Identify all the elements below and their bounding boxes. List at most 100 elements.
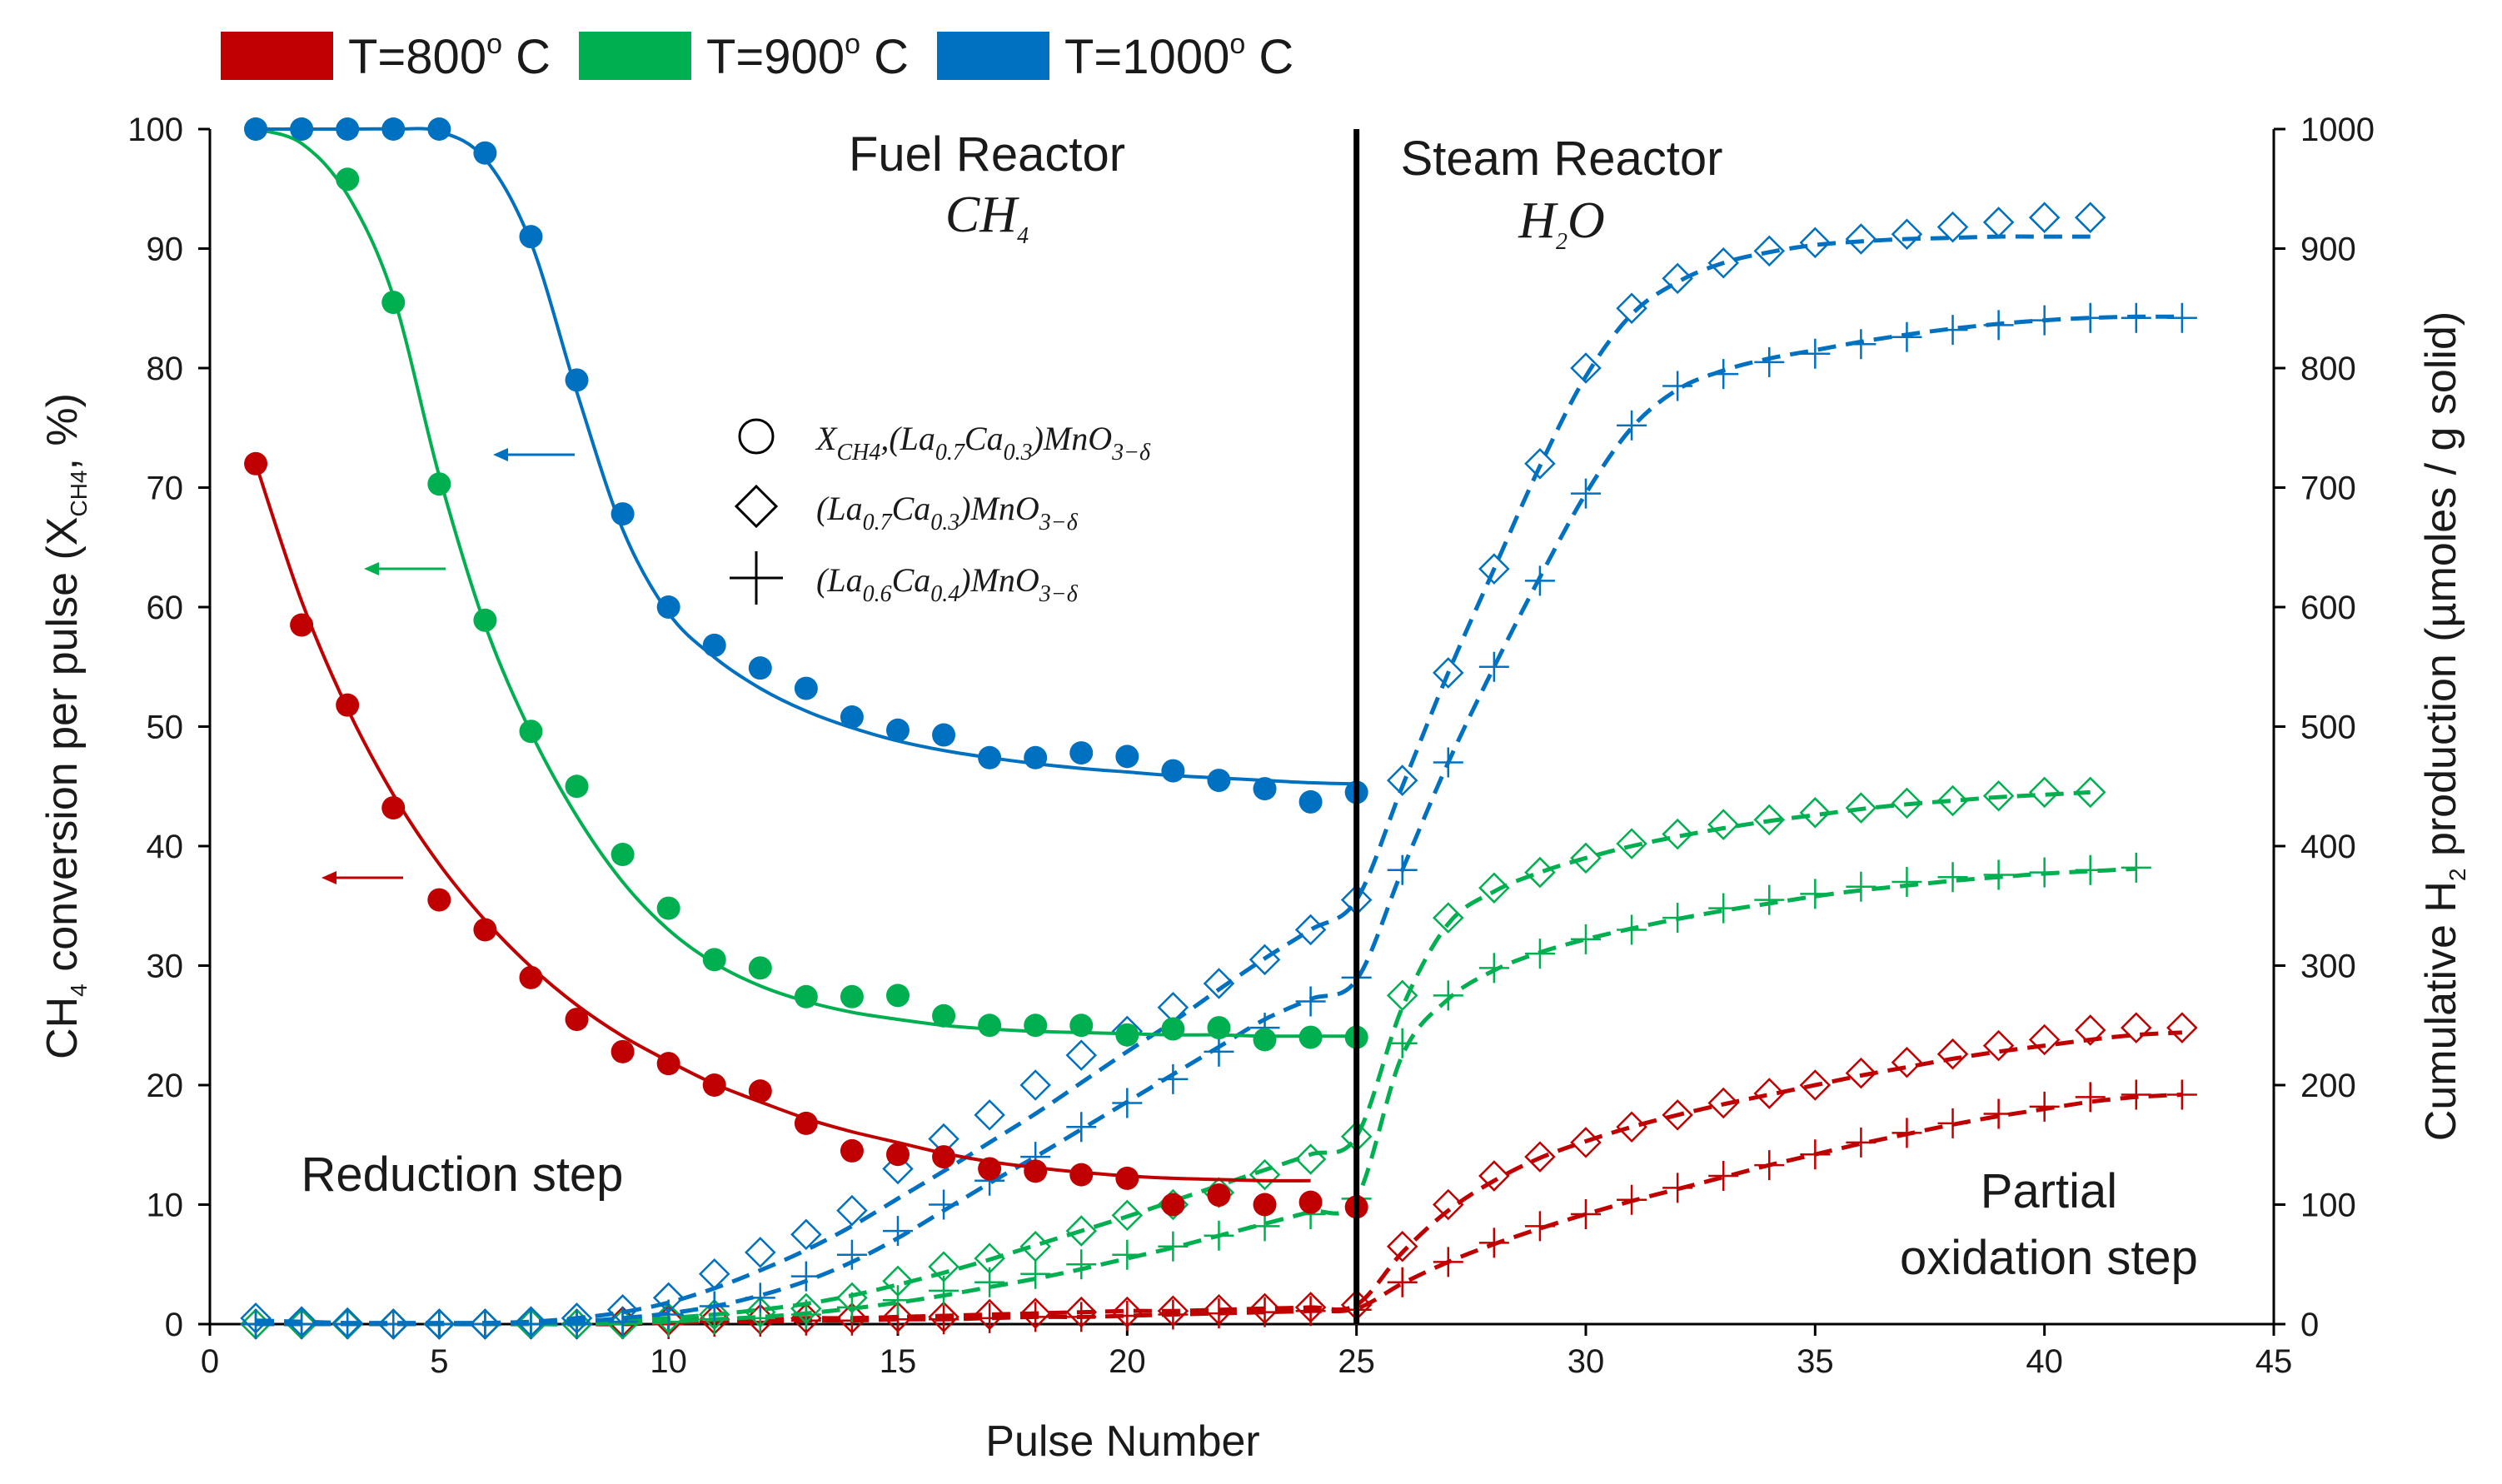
h2-diamond-marker	[2121, 1012, 2152, 1043]
y-right-tick-label: 500	[2300, 710, 2356, 746]
h2-diamond-marker	[882, 1153, 914, 1185]
h2-plus-marker	[1571, 1198, 1601, 1229]
h2-diamond-marker	[1845, 1057, 1877, 1089]
conversion-point	[1069, 1163, 1094, 1187]
h2-plus-marker	[974, 1302, 1005, 1333]
y-right-tick-label: 400	[2300, 829, 2356, 865]
conversion-series-1	[244, 117, 1368, 1052]
h2-plus-marker	[1662, 371, 1693, 401]
legend-label-800: T=800o C	[348, 28, 551, 84]
h2-plus-marker	[561, 1309, 592, 1339]
h2-plus-marker	[1846, 1127, 1876, 1158]
y-right-tick-label: 900	[2300, 232, 2356, 268]
h2-diamond-marker	[2074, 1014, 2106, 1046]
conversion-point	[565, 1008, 589, 1032]
x-axis-title: Pulse Number	[985, 1417, 1259, 1466]
h2-plus-marker	[1066, 1249, 1097, 1280]
marker-legend-text-2: (La0.7Ca0.3)MnO3−δ	[816, 490, 1079, 535]
h2-plus-marker	[1295, 986, 1326, 1017]
h2-plus-marker	[699, 1291, 730, 1322]
conversion-point	[473, 918, 497, 942]
h2-plus-marker	[1800, 1139, 1831, 1170]
conversion-point	[886, 1143, 910, 1167]
conversion-point	[840, 705, 864, 730]
h2-plus-marker	[1937, 862, 1968, 893]
conversion-point	[1207, 1183, 1231, 1208]
conversion-point	[1115, 1023, 1139, 1047]
legend-swatch-800	[221, 32, 333, 80]
conversion-point	[978, 1013, 1002, 1038]
h2-fit-line	[256, 866, 2136, 1327]
marker-legend-diamond	[734, 484, 779, 529]
fuel-reactor-label: Fuel Reactor	[849, 127, 1125, 182]
h2-plus-marker	[2029, 305, 2060, 336]
conversion-point	[794, 1111, 818, 1135]
h2-plus-marker	[2166, 1079, 2197, 1110]
conversion-point	[336, 117, 360, 141]
h2-diamond-marker	[1386, 764, 1418, 796]
conversion-point	[1207, 769, 1231, 793]
conversion-point	[473, 141, 497, 165]
h2-diamond-marker	[2028, 1023, 2061, 1056]
conversion-point	[1024, 1159, 1048, 1183]
conversion-point	[381, 117, 406, 141]
h2-plus-marker	[2121, 852, 2151, 883]
h2-plus-marker	[883, 1285, 913, 1316]
h2-plus-marker	[1754, 1150, 1785, 1181]
conversion-point	[611, 502, 635, 526]
h2-series-3	[241, 852, 2151, 1339]
h2-plus-marker	[1708, 1161, 1739, 1192]
legend-label-900: T=900o C	[706, 28, 909, 84]
h2-diamond-marker	[790, 1218, 822, 1251]
h2-plus-marker	[1846, 329, 1876, 360]
y-left-tick-label: 90	[147, 232, 184, 268]
legend: T=800o C T=900o C T=1000o C	[221, 28, 1293, 84]
h2-plus-marker	[2029, 1091, 2060, 1122]
h2-diamond-marker	[836, 1194, 868, 1227]
h2-plus-marker	[745, 1282, 775, 1313]
conversion-point	[978, 745, 1002, 769]
h2-plus-marker	[1937, 1108, 1968, 1138]
h2-plus-marker	[1571, 924, 1601, 954]
h2-plus-marker	[1891, 867, 1922, 898]
y-left-axis-title: CH4 conversion per pulse (XCH4, %)	[38, 393, 92, 1059]
h2-plus-marker	[883, 1216, 913, 1247]
conversion-point	[656, 595, 680, 619]
h2-diamond-marker	[1433, 902, 1464, 934]
conversion-point	[473, 608, 497, 632]
h2-plus-marker	[1020, 1258, 1051, 1289]
h2-plus-marker	[929, 1275, 959, 1306]
h2-plus-marker	[1662, 903, 1693, 934]
h2-diamond-marker	[1478, 553, 1510, 585]
conversion-point	[656, 1052, 680, 1076]
h2-plus-marker	[1524, 565, 1555, 596]
h2-plus-marker	[1249, 1297, 1280, 1327]
h2-plus-marker	[332, 1309, 363, 1339]
h2-plus-marker	[1204, 1036, 1234, 1067]
arrow-900-head	[364, 562, 379, 575]
h2-diamond-marker	[1707, 247, 1739, 279]
y-left-tick-label: 0	[165, 1307, 183, 1343]
conversion-point	[1298, 1190, 1323, 1214]
conversion-fit-line	[255, 127, 1357, 1038]
conversion-point	[1161, 1017, 1185, 1041]
arrows	[321, 448, 575, 884]
h2-plus-marker	[1891, 1118, 1922, 1148]
h2-plus-marker	[1478, 651, 1509, 682]
h2-diamond-marker	[1524, 856, 1556, 889]
h2-plus-marker	[1433, 1247, 1463, 1277]
conversion-point	[519, 965, 543, 989]
y-left-tick-label: 50	[147, 710, 184, 746]
h2-diamond-marker	[1662, 1099, 1693, 1131]
conversion-point	[244, 451, 268, 476]
h2-diamond-marker	[1616, 1111, 1647, 1143]
h2-plus-marker	[1387, 1267, 1418, 1297]
h2-diamond-marker	[1799, 797, 1832, 829]
h2-plus-marker	[1524, 939, 1555, 969]
h2-diamond-marker	[1019, 1069, 1051, 1101]
h2-diamond-marker	[1203, 968, 1235, 999]
h2-diamond-marker	[1662, 262, 1693, 295]
conversion-point	[290, 117, 314, 141]
ticks: 0 5 10 15 20 25 30 35 40 450102030405060708090100…	[127, 112, 2375, 1380]
